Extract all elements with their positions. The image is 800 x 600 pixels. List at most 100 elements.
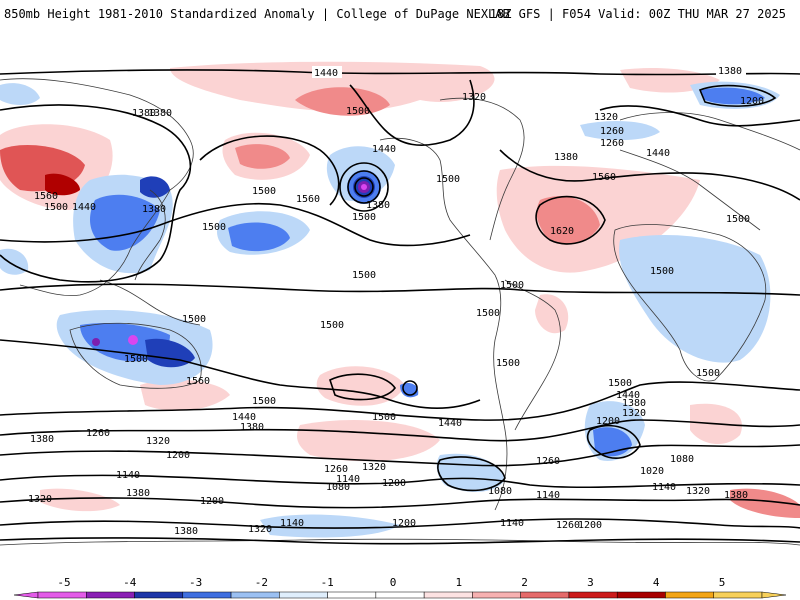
anomaly-area <box>128 335 138 345</box>
colorbar-segment <box>616 591 666 599</box>
contour-label: 1500 <box>372 412 396 423</box>
contour-line <box>0 283 800 296</box>
anomaly-area <box>228 222 290 252</box>
contour-label: 1200 <box>382 478 406 489</box>
contour-label: 1380 <box>718 66 742 77</box>
contour-label: 1380 <box>724 490 748 501</box>
contour-line <box>199 135 340 206</box>
anomaly-area <box>170 61 495 112</box>
contour-line <box>698 84 777 107</box>
anomaly-area <box>700 87 765 105</box>
colorbar-arrow-low <box>13 591 39 599</box>
eurasia-north-coastline <box>619 112 800 151</box>
contour-label: 1560 <box>34 191 58 202</box>
colorbar-tick-label: 4 <box>653 576 660 589</box>
contour-line <box>0 537 800 545</box>
contour-label: 1500 <box>346 106 370 117</box>
contour-line <box>0 474 800 489</box>
colorbar-segment <box>713 591 763 599</box>
colorbar-tick-label: 0 <box>390 576 397 589</box>
anomaly-area <box>361 184 367 190</box>
contour-label: 1380 <box>366 200 390 211</box>
contour-line <box>0 104 192 283</box>
anomaly-area <box>45 173 80 196</box>
contour-line <box>499 149 800 201</box>
contour-label: 1500 <box>476 308 500 319</box>
anomaly-area <box>92 338 100 346</box>
contour-line <box>402 380 418 396</box>
contour-label: 1440 <box>232 412 256 423</box>
coastlines <box>0 78 800 546</box>
contour-label: 1080 <box>326 482 350 493</box>
contour-label: 1380 <box>142 204 166 215</box>
contour-label: 1320 <box>594 112 618 123</box>
contour-label: 1140 <box>652 482 676 493</box>
contour-label: 1260 <box>600 126 624 137</box>
map-panel: 1440 1380 1500 1320 1200 1380 1260 1320 … <box>0 40 800 582</box>
contour-label: 1500 <box>352 270 376 281</box>
contour-label: 1500 <box>726 214 750 225</box>
anomaly-area <box>619 235 771 363</box>
contour-label: 1140 <box>116 470 140 481</box>
colorbar-segment <box>134 591 184 599</box>
contour-label: 1260 <box>600 138 624 149</box>
colorbar-segment <box>568 591 618 599</box>
contour-label-layer: 1440 1380 1500 1320 1200 1380 1260 1320 … <box>28 64 764 537</box>
contour-line <box>599 105 800 127</box>
colorbar-segment <box>520 591 570 599</box>
anomaly-area <box>0 83 40 105</box>
contour-line <box>0 497 800 509</box>
contour-label: 1140 <box>500 518 524 529</box>
contour-label: 1080 <box>670 454 694 465</box>
contour-label: 1200 <box>596 416 620 427</box>
anomaly-area <box>90 194 160 251</box>
contour-label: 1200 <box>200 496 224 507</box>
colorbar-tick-label: 5 <box>719 576 726 589</box>
contour-label: 1560 <box>186 376 210 387</box>
contour-label: 1320 <box>462 92 486 103</box>
contour-line <box>535 195 606 245</box>
contour-label: 1440 <box>646 148 670 159</box>
colorbar-tick-label: -2 <box>255 576 268 589</box>
contour-label: 1440 <box>616 390 640 401</box>
contour-label: 1320 <box>362 462 386 473</box>
contour-label: 1260 <box>324 464 348 475</box>
colorbar-tick-label: 2 <box>521 576 528 589</box>
contour-line <box>354 177 374 197</box>
contour-label: 1380 <box>174 526 198 537</box>
contour-label: 1320 <box>248 524 272 535</box>
europe-coastline <box>619 149 761 231</box>
negative-anomaly-shading <box>0 81 780 538</box>
map-svg: 1440 1380 1500 1320 1200 1380 1260 1320 … <box>0 40 800 582</box>
colorbar-svg: -5 -4 -3 -2 -1 0 1 2 3 4 5 <box>13 576 787 599</box>
contour-label: 1020 <box>640 466 664 477</box>
contour-label: 1380 <box>132 108 156 119</box>
contour-label: 1380 <box>554 152 578 163</box>
contour-label: 1320 <box>622 408 646 419</box>
contour-label: 1380 <box>126 488 150 499</box>
contour-label: 1260 <box>556 520 580 531</box>
contour-label: 1320 <box>686 486 710 497</box>
contour-label: 1320 <box>146 436 170 447</box>
colorbar-tick-label: -4 <box>123 576 137 589</box>
contour-label: 1440 <box>314 68 338 79</box>
colorbar-segment <box>182 591 232 599</box>
contour-line <box>0 419 800 442</box>
colorbar-tick-label: 3 <box>587 576 594 589</box>
colorbar-arrow-high <box>761 591 787 599</box>
anomaly-area <box>235 144 290 169</box>
contour-label: 1260 <box>86 428 110 439</box>
contour-label: 1200 <box>166 450 190 461</box>
colorbar: -5 -4 -3 -2 -1 0 1 2 3 4 5 <box>0 572 800 600</box>
contour-label: 1380 <box>148 108 172 119</box>
contour-label: 1200 <box>740 96 764 107</box>
map-title: 850mb Height 1981-2010 Standardized Anom… <box>4 7 510 21</box>
contour-line <box>0 381 800 421</box>
contour-label: 1440 <box>72 202 96 213</box>
contour-label: 1500 <box>696 368 720 379</box>
contour-label: 1080 <box>488 486 512 497</box>
colorbar-tick-label: 1 <box>455 576 462 589</box>
contour-line <box>0 202 471 247</box>
contour-label: 1500 <box>252 186 276 197</box>
contour-label: 1560 <box>296 194 320 205</box>
